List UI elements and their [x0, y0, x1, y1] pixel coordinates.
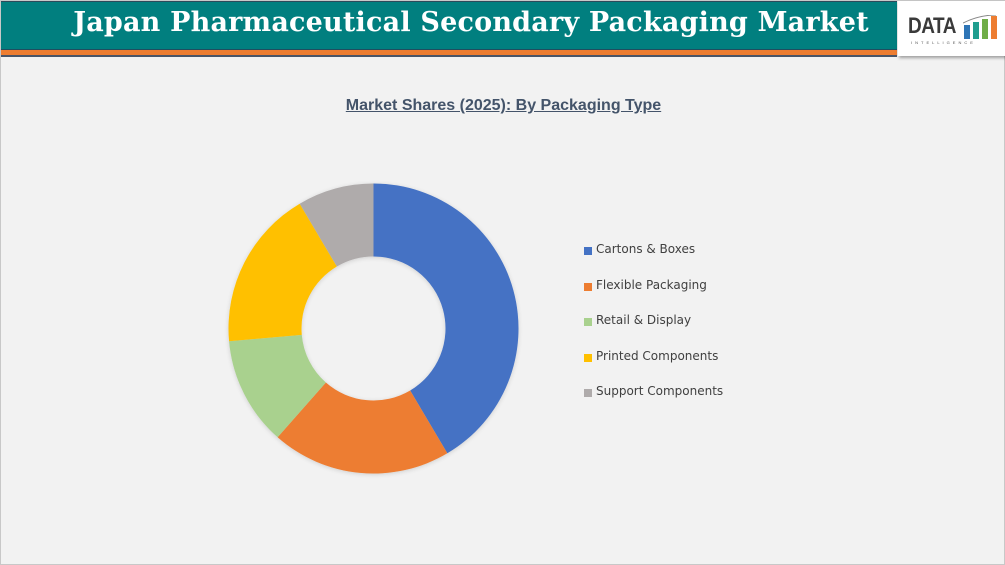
donut-slice — [299, 183, 374, 267]
logo-subtext: INTELLIGENCE — [911, 40, 976, 45]
legend-item: Cartons & Boxes — [584, 242, 723, 278]
legend-label: Printed Components — [596, 348, 719, 363]
legend-swatch — [584, 318, 592, 326]
header-accent-bar — [1, 50, 897, 57]
header-banner — [1, 1, 897, 50]
legend-label: Flexible Packaging — [596, 277, 707, 292]
donut-chart — [228, 183, 519, 474]
legend-swatch — [584, 282, 592, 291]
logo: DATA INTELLIGENCE — [898, 1, 1005, 56]
page-title: Japan Pharmaceutical Secondary Packaging… — [73, 7, 869, 38]
logo-text: DATA — [908, 14, 956, 39]
chart-legend: Cartons & Boxes Flexible Packaging Retai… — [584, 242, 723, 420]
donut-slice — [277, 382, 448, 474]
logo-bars-icon — [963, 15, 997, 39]
legend-item: Support Components — [584, 384, 723, 420]
donut-slice — [228, 203, 337, 342]
legend-label: Cartons & Boxes — [596, 242, 696, 256]
legend-swatch — [584, 247, 592, 255]
donut-slice — [229, 334, 326, 438]
donut-slice — [373, 183, 519, 454]
legend-item: Printed Components — [584, 349, 723, 385]
chart-title: Market Shares (2025): By Packaging Type — [345, 97, 662, 114]
legend-label: Retail & Display — [596, 313, 692, 327]
legend-swatch — [584, 389, 592, 397]
legend-item: Retail & Display — [584, 313, 723, 349]
legend-label: Support Components — [596, 384, 724, 398]
legend-swatch — [584, 353, 592, 362]
legend-item: Flexible Packaging — [584, 278, 723, 314]
